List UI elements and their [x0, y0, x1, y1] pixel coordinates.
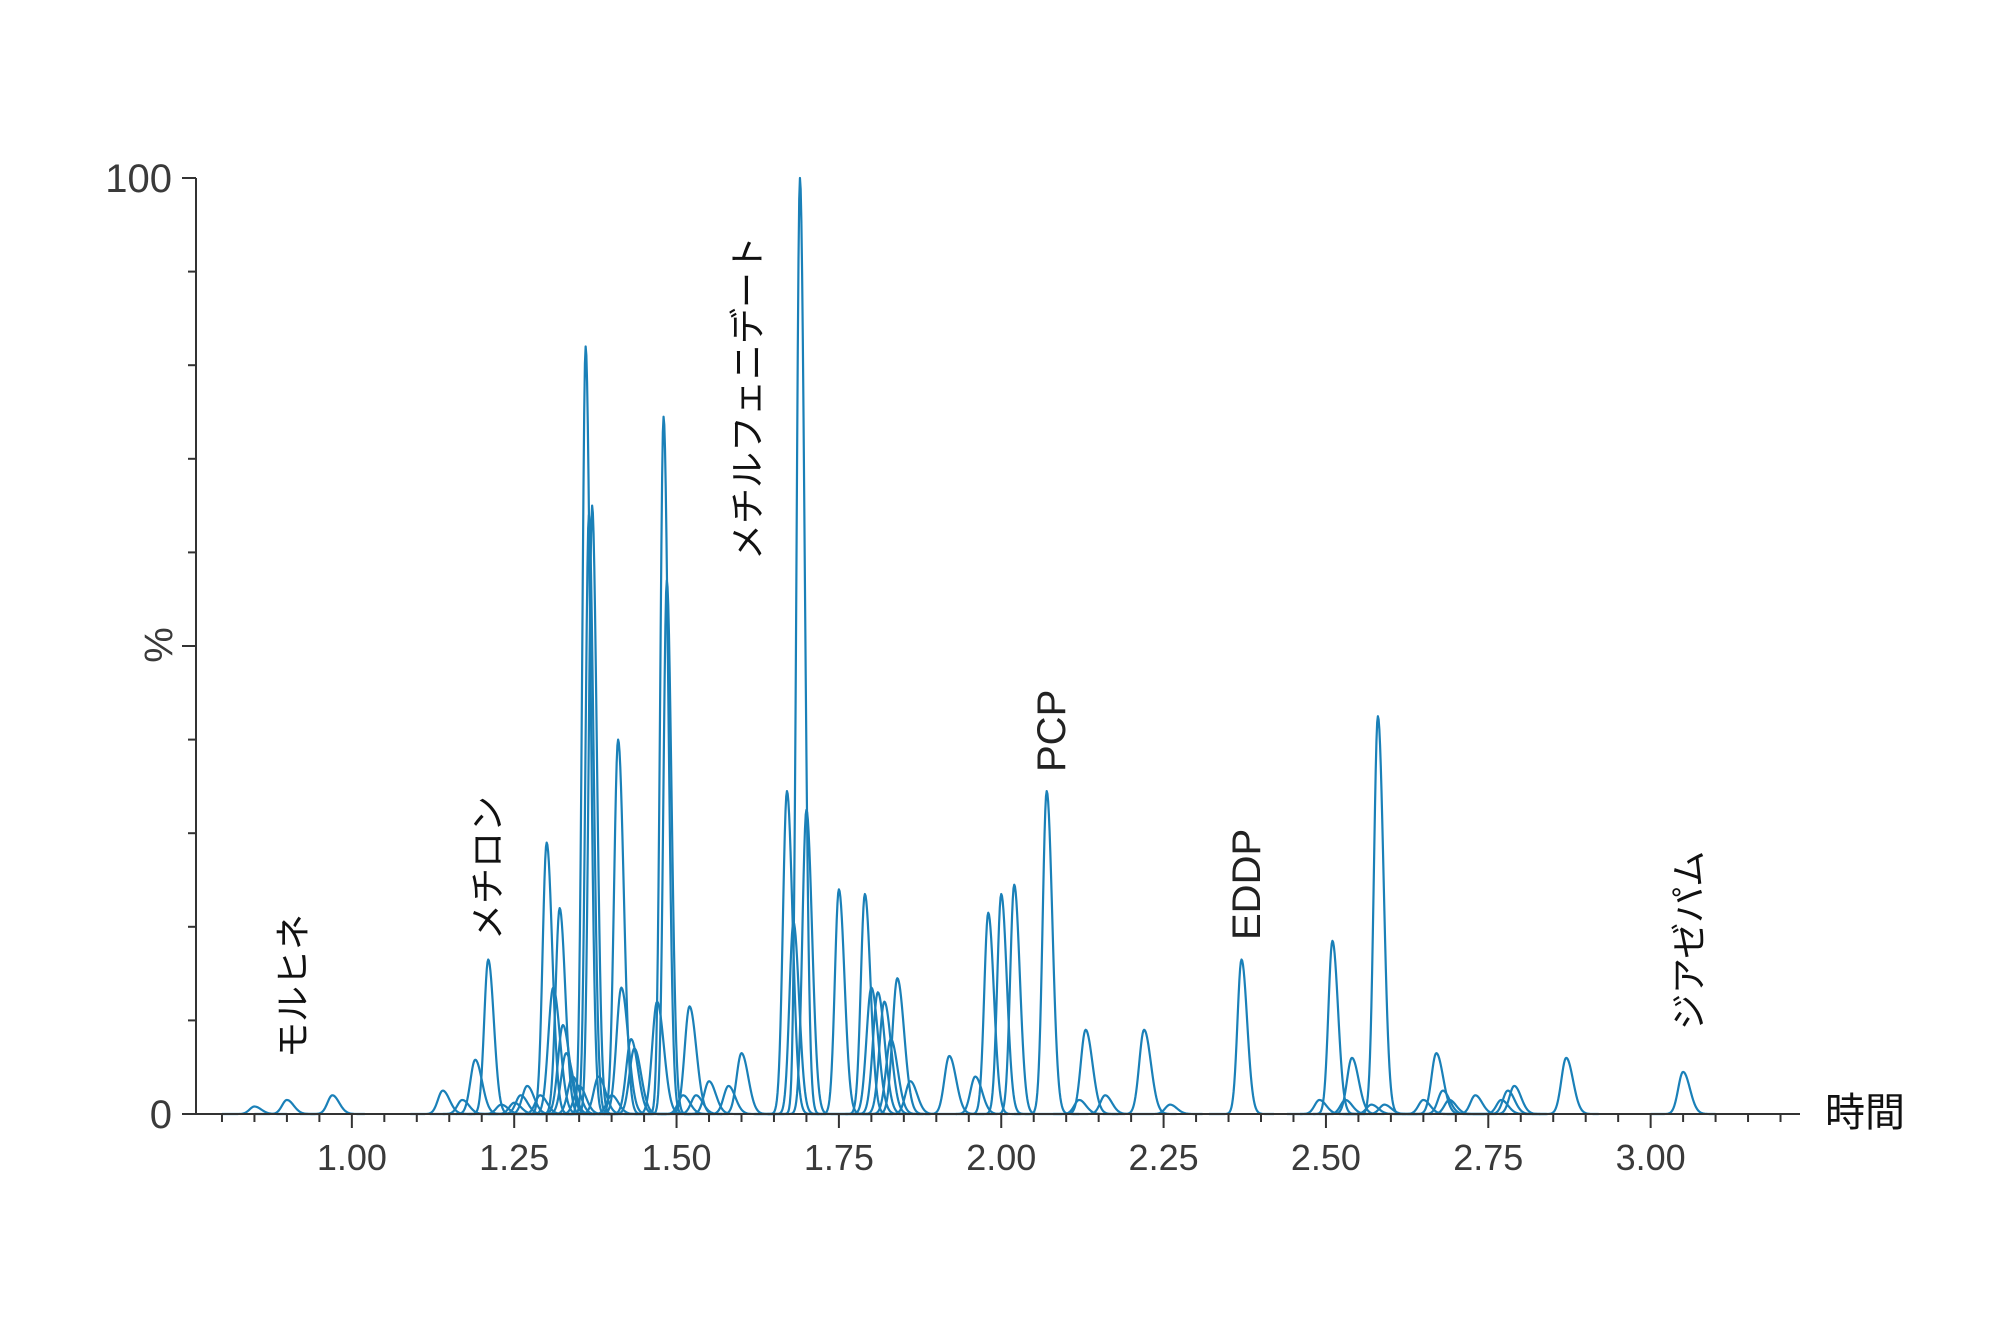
x-axis-label: 時間 — [1825, 1090, 1905, 1136]
peak-trace-40 — [767, 176, 833, 1116]
peak-annotation-6: ジアゼパム — [1670, 851, 1711, 1030]
peak-trace-42 — [806, 888, 872, 1116]
y-axis-label: % — [138, 627, 182, 663]
peak-annotation-2: メチロン — [468, 796, 509, 940]
x-tick-label: 3.00 — [1616, 1137, 1686, 1178]
peak-trace-31 — [633, 579, 700, 1116]
peak-trace-77 — [1533, 1056, 1600, 1116]
x-tick-label: 2.00 — [966, 1137, 1036, 1178]
y-ticks: 0 100 — [105, 157, 196, 1137]
peak-trace-58 — [1072, 1094, 1138, 1116]
x-tick-label: 2.75 — [1453, 1137, 1523, 1178]
x-tick-label: 1.25 — [479, 1137, 549, 1178]
peak-annotation-5: EDDP — [1225, 829, 1269, 940]
peak-trace-7 — [455, 958, 522, 1116]
peak-annotation-3: メチルフェニデート — [728, 236, 769, 560]
peak-trace-33 — [656, 1005, 723, 1116]
x-tick-label: 2.25 — [1129, 1137, 1199, 1178]
x-tick-label: 2.50 — [1291, 1137, 1361, 1178]
x-tick-label: 1.00 — [317, 1137, 387, 1178]
x-ticks: 1.00 1.25 1.50 1.75 2.00 2.25 2.50 2.75 3.00 — [220, 1114, 1782, 1178]
peak-trace-54 — [981, 883, 1048, 1116]
peak-trace-57 — [1052, 1028, 1119, 1116]
peak-trace-78 — [1650, 1070, 1716, 1116]
peak-trace-61 — [1208, 958, 1275, 1116]
x-tick-label: 1.75 — [804, 1137, 874, 1178]
peak-annotations: モルヒネ メチロン メチルフェニデート PCP EDDP ジアゼパム — [273, 236, 1710, 1058]
peak-trace-60 — [1137, 1103, 1203, 1116]
peak-trace-59 — [1111, 1028, 1177, 1116]
peak-trace-67 — [1345, 715, 1411, 1116]
y-tick-label: 100 — [105, 157, 172, 201]
peak-trace-3 — [299, 1094, 366, 1116]
peak-annotation-1: モルヒネ — [273, 914, 314, 1058]
peak-trace-63 — [1299, 939, 1366, 1116]
chromatogram-traces — [196, 176, 1800, 1116]
peak-annotation-4: PCP — [1030, 690, 1074, 772]
y-tick-label: 0 — [150, 1093, 172, 1137]
x-tick-label: 1.50 — [642, 1137, 712, 1178]
